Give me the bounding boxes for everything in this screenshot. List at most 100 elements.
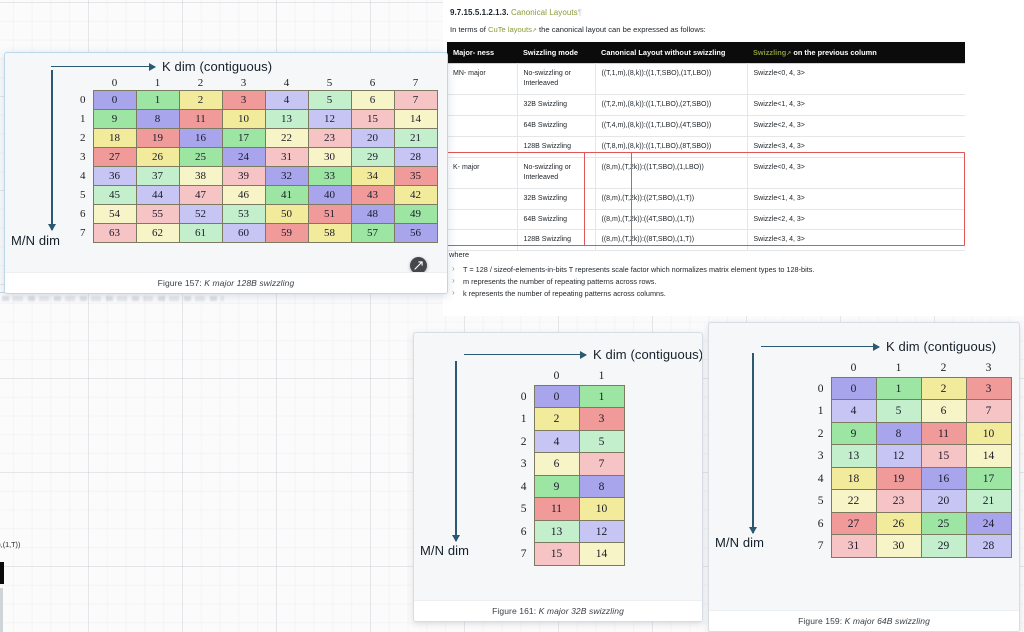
matrix-col-header: 1 bbox=[154, 76, 161, 89]
matrix-cell: 41 bbox=[264, 185, 309, 206]
table-row: K- major No-swizzling or Interleaved ((8,m… bbox=[447, 156, 965, 189]
cell-swizzle-value: Swizzle<2, 4, 3> bbox=[747, 209, 965, 231]
matrix-cell: 52 bbox=[178, 204, 223, 225]
matrix-cell: 1 bbox=[875, 376, 922, 401]
fig159-caption-title: K major 64B swizzling bbox=[844, 616, 930, 626]
matrix-cell: 31 bbox=[830, 534, 877, 558]
matrix-cell: 30 bbox=[875, 534, 922, 558]
matrix-cell: 60 bbox=[221, 223, 266, 244]
matrix-cell: 1 bbox=[578, 384, 625, 409]
fig159-k-axis: K dim (contiguous) bbox=[761, 339, 996, 354]
table-body: MN- major No-swizzling or Interleaved ((T,… bbox=[447, 63, 965, 252]
section-anchor-icon[interactable]: ¶ bbox=[577, 8, 582, 17]
matrix-cell: 4 bbox=[830, 399, 877, 423]
matrix-row: 6 27 26 25 24 bbox=[807, 511, 1012, 536]
background-rule-left bbox=[0, 292, 6, 293]
matrix-cell: 47 bbox=[178, 185, 223, 206]
intro-prefix: In terms of bbox=[450, 25, 488, 34]
matrix-cell: 19 bbox=[135, 128, 180, 149]
fig161-k-axis: K dim (contiguous) bbox=[464, 347, 702, 362]
cell-swizzling-mode: 64B Swizzling bbox=[517, 209, 596, 231]
table-row: 128B Swizzling ((8,m),(T,2k)):((8T,SBO),(… bbox=[447, 229, 965, 252]
matrix-col-header: 0 bbox=[850, 361, 857, 374]
matrix-cell: 12 bbox=[307, 109, 352, 130]
matrix-cell: 3 bbox=[965, 376, 1012, 401]
swizzling-header-link[interactable]: Swizzling↗ bbox=[753, 48, 792, 57]
expand-icon[interactable] bbox=[410, 257, 427, 274]
cell-canonical-layout: ((8,m),(T,2k)):((2T,SBO),(1,T)) bbox=[595, 188, 748, 210]
matrix-cell: 8 bbox=[578, 474, 625, 499]
fig161-caption-prefix: Figure 161: bbox=[492, 606, 539, 616]
matrix-cell: 20 bbox=[920, 489, 967, 513]
matrix-cell: 21 bbox=[393, 128, 438, 149]
matrix-cell: 43 bbox=[350, 185, 395, 206]
matrix-col-header: 2 bbox=[197, 76, 204, 89]
matrix-cell: 33 bbox=[307, 166, 352, 187]
col-canonical-layout: Canonical Layout without swizzling bbox=[595, 42, 747, 64]
matrix-cell: 17 bbox=[221, 128, 266, 149]
matrix-cell: 4 bbox=[264, 90, 309, 111]
matrix-cell: 62 bbox=[135, 223, 180, 244]
canonical-layout-table: Major- ness Swizzling mode Canonical Lay… bbox=[447, 42, 965, 252]
matrix-cell: 11 bbox=[178, 109, 223, 130]
matrix-cell: 7 bbox=[578, 452, 625, 476]
matrix-cell: 57 bbox=[350, 223, 395, 244]
clipped-table-header-bar bbox=[0, 562, 4, 584]
fig159-caption-prefix: Figure 159: bbox=[798, 616, 845, 626]
matrix-cell: 16 bbox=[178, 128, 223, 149]
matrix-cell: 21 bbox=[965, 489, 1012, 513]
fig159-m-arrow-line bbox=[752, 353, 754, 533]
external-link-icon: ↗ bbox=[786, 51, 792, 57]
col-swizzling-mode: Swizzling mode bbox=[517, 42, 595, 64]
matrix-row: 1 9 8 11 10 13 12 15 14 bbox=[69, 109, 438, 130]
cell-swizzling-mode: 64B Swizzling bbox=[517, 115, 596, 137]
cute-layouts-link[interactable]: CuTe layouts↗ bbox=[487, 25, 537, 34]
matrix-cell: 13 bbox=[533, 519, 580, 544]
fig157-matrix: 0 1 2 3 4 5 6 7 0 0 1 2 3 4 5 6 7 1 9 8 11 10 13 12 15 14 2 18 19 16 1… bbox=[69, 75, 438, 244]
cell-canonical-layout: ((8,m),(T,2k)):((4T,SBO),(1,T)) bbox=[595, 209, 748, 231]
matrix-row-header: 2 bbox=[520, 435, 527, 448]
matrix-cell: 2 bbox=[178, 90, 223, 111]
clipped-table-edge bbox=[0, 588, 3, 632]
matrix-cell: 27 bbox=[92, 147, 137, 168]
fig157-caption: Figure 157: K major 128B swizzling bbox=[5, 272, 447, 293]
matrix-row-header: 6 bbox=[520, 525, 527, 538]
matrix-cell: 12 bbox=[578, 519, 625, 544]
external-link-icon: ↗ bbox=[531, 28, 537, 34]
cell-swizzle-value: Swizzle<0, 4, 3> bbox=[747, 156, 965, 189]
cell-swizzle-value: Swizzle<1, 4, 3> bbox=[747, 188, 965, 210]
matrix-col-header: 5 bbox=[326, 76, 333, 89]
matrix-row: 3 13 12 15 14 bbox=[807, 444, 1012, 468]
fig157-caption-title: K major 128B swizzling bbox=[204, 278, 295, 288]
cell-canonical-layout: ((T,8,m),(8,k)):((1,T,LBO),(8T,SBO)) bbox=[595, 136, 748, 158]
matrix-cell: 14 bbox=[965, 444, 1012, 468]
matrix-col-header: 0 bbox=[111, 76, 118, 89]
cell-swizzle-value: Swizzle<3, 4, 3> bbox=[747, 229, 965, 252]
matrix-cell: 23 bbox=[875, 489, 922, 513]
section-title-link[interactable]: Canonical Layouts bbox=[510, 8, 578, 17]
fig157-k-arrow-line bbox=[51, 65, 155, 68]
matrix-row-header: 7 bbox=[80, 227, 86, 240]
matrix-cell: 10 bbox=[221, 109, 266, 130]
matrix-cell: 63 bbox=[92, 223, 137, 244]
fig161-caption: Figure 161: K major 32B swizzling bbox=[414, 600, 702, 621]
matrix-row-header: 1 bbox=[520, 413, 527, 426]
cell-swizzling-mode: No-swizzling or Interleaved bbox=[517, 156, 596, 189]
matrix-row-header: 4 bbox=[520, 480, 527, 493]
cell-canonical-layout: ((8,m),(T,2k)):((8T,SBO),(1,T)) bbox=[595, 229, 748, 252]
matrix-cell: 61 bbox=[178, 223, 223, 244]
matrix-row: 2 18 19 16 17 22 23 20 21 bbox=[69, 128, 438, 149]
matrix-cell: 24 bbox=[221, 147, 266, 168]
cell-majorness bbox=[447, 209, 518, 231]
matrix-row-header: 1 bbox=[817, 405, 824, 418]
matrix-col-header: 1 bbox=[895, 361, 902, 374]
fig157-m-arrow-line bbox=[51, 70, 53, 230]
matrix-row-header: 5 bbox=[520, 503, 527, 516]
matrix-cell: 51 bbox=[307, 204, 352, 225]
